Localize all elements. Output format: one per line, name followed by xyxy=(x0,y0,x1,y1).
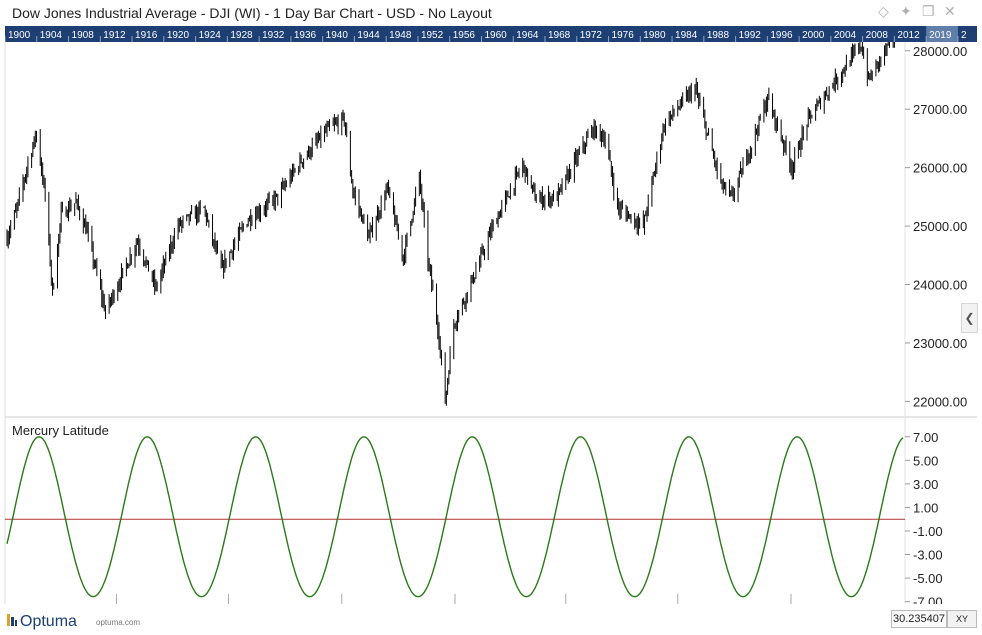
price-bars xyxy=(6,42,895,406)
indicator-tick-label: -7.00 xyxy=(913,595,943,604)
timeline-year-label[interactable]: 1936 xyxy=(294,30,317,41)
timeline-year-label[interactable]: 1932 xyxy=(262,30,285,41)
cursor-value-readout: 30.235407 xyxy=(891,610,947,628)
timeline-selected-range[interactable] xyxy=(926,26,958,42)
timeline-year-label[interactable]: 1908 xyxy=(72,30,95,41)
price-tick-label: 26000.00 xyxy=(913,161,967,176)
indicator-tick-label: 3.00 xyxy=(913,477,938,492)
window-titlebar: Dow Jones Industrial Average - DJI (WI) … xyxy=(0,0,982,26)
price-tick-label: 23000.00 xyxy=(913,336,967,351)
timeline-year-label[interactable]: 1988 xyxy=(707,30,730,41)
chevron-left-icon: ❮ xyxy=(964,311,975,325)
optuma-mark-icon xyxy=(7,614,17,626)
timeline-year-label[interactable]: 2000 xyxy=(802,30,825,41)
timeline-year-label[interactable]: 1928 xyxy=(230,30,253,41)
price-tick-label: 28000.00 xyxy=(913,44,967,59)
price-tick-label: 24000.00 xyxy=(913,278,967,293)
timeline-year-label[interactable]: 1960 xyxy=(484,30,507,41)
diamond-icon[interactable]: ◇ xyxy=(878,3,889,19)
timeline-year-label[interactable]: 2019 xyxy=(929,30,952,41)
price-tick-label: 22000.00 xyxy=(913,394,967,409)
timeline-year-label[interactable]: 1952 xyxy=(421,30,444,41)
indicator-tick-label: 1.00 xyxy=(913,500,938,515)
timeline-year-label[interactable]: 2004 xyxy=(834,30,857,41)
brand-name: Optuma xyxy=(20,613,77,630)
timeline-year-label[interactable]: 1976 xyxy=(612,30,635,41)
side-panel-toggle[interactable]: ❮ xyxy=(961,303,978,333)
timeline-year-label[interactable]: 1904 xyxy=(40,30,63,41)
timeline-year-label[interactable]: 1996 xyxy=(770,30,793,41)
indicator-axis: 7.00 5.00 3.00 1.00 -1.00 -3.00 -5.00 -7.00 xyxy=(905,430,943,604)
indicator-title: Mercury Latitude xyxy=(12,423,109,438)
price-tick-label: 27000.00 xyxy=(913,102,967,117)
brand-site: optuma.com xyxy=(96,618,141,627)
timeline-year-label[interactable]: 1900 xyxy=(8,30,31,41)
price-axis: 22000.00 23000.00 24000.00 25000.00 26000.00… xyxy=(905,44,967,409)
pin-icon[interactable]: ✦ xyxy=(900,3,912,19)
timeline-navigator[interactable]: 1900 1904 1908 1912 1916 1920 1924 1928 1932 1936… xyxy=(5,26,977,42)
indicator-tick-label: -3.00 xyxy=(913,548,943,563)
xy-toggle-button[interactable]: XY xyxy=(947,610,977,628)
timeline-year-label[interactable]: 1924 xyxy=(199,30,222,41)
x-axis: AprJulOct2019AprJulOct xyxy=(116,594,792,604)
close-icon[interactable]: ✕ xyxy=(944,3,956,19)
footer: Optuma optuma.com 30.235407 XY xyxy=(0,604,982,635)
chart-area[interactable]: 22000.00 23000.00 24000.00 25000.00 26000.00… xyxy=(0,42,982,604)
timeline-year-label[interactable]: 1964 xyxy=(516,30,539,41)
timeline-year-label[interactable]: 2008 xyxy=(866,30,889,41)
timeline-year-label[interactable]: 1980 xyxy=(643,30,666,41)
timeline-year-label[interactable]: 1968 xyxy=(548,30,571,41)
chart-background xyxy=(5,42,977,604)
restore-icon[interactable]: ❐ xyxy=(922,3,935,19)
timeline-year-label[interactable]: 1948 xyxy=(389,30,412,41)
indicator-tick-label: -5.00 xyxy=(913,571,943,586)
timeline-year-label[interactable]: 1972 xyxy=(580,30,603,41)
timeline-year-label[interactable]: 1944 xyxy=(357,30,380,41)
mercury-latitude-line xyxy=(6,436,904,598)
price-tick-label: 25000.00 xyxy=(913,219,967,234)
window-title: Dow Jones Industrial Average - DJI (WI) … xyxy=(12,5,492,21)
indicator-tick-label: -1.00 xyxy=(913,524,943,539)
timeline-year-label[interactable]: 1992 xyxy=(739,30,762,41)
timeline-year-label[interactable]: 2 xyxy=(961,30,967,41)
timeline-navigator-canvas: 1900 1904 1908 1912 1916 1920 1924 1928 1932 1936… xyxy=(5,26,967,42)
timeline-year-label[interactable]: 1956 xyxy=(453,30,476,41)
indicator-tick-label: 5.00 xyxy=(913,453,938,468)
timeline-year-label[interactable]: 1984 xyxy=(675,30,698,41)
timeline-year-label[interactable]: 1940 xyxy=(326,30,349,41)
timeline-year-label[interactable]: 1912 xyxy=(103,30,126,41)
timeline-year-label[interactable]: 2012 xyxy=(897,30,920,41)
optuma-logo: Optuma xyxy=(6,612,77,631)
timeline-year-label[interactable]: 1920 xyxy=(167,30,190,41)
timeline-year-label[interactable]: 1916 xyxy=(135,30,158,41)
indicator-tick-label: 7.00 xyxy=(913,430,938,445)
